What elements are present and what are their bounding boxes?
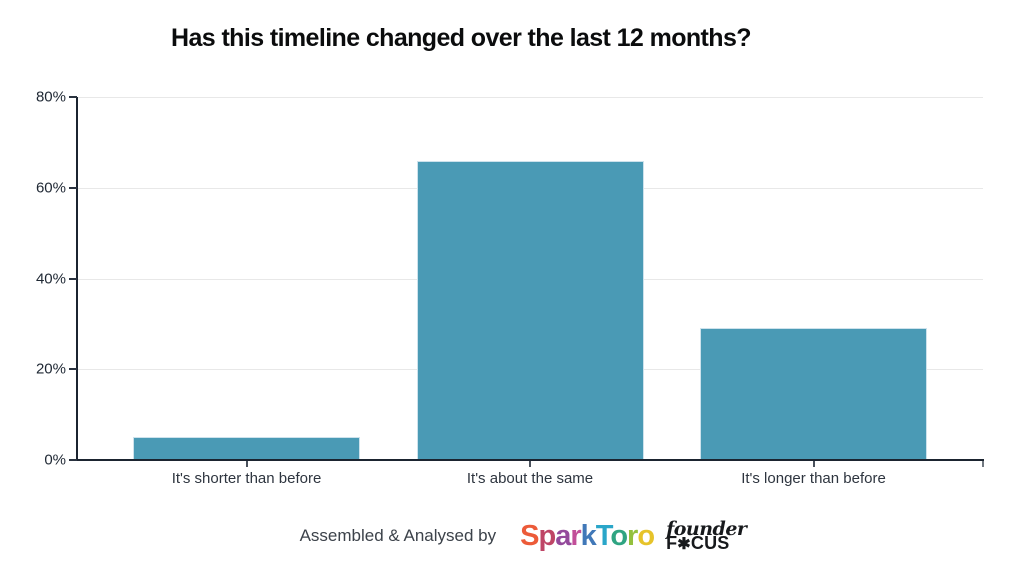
- gear-star-icon: ✱: [677, 535, 691, 553]
- bar: [133, 437, 360, 460]
- x-tick-mark: [812, 461, 815, 467]
- bar-slot: It's shorter than before: [133, 97, 360, 487]
- gridline: [77, 97, 983, 98]
- founderfocus-logo: founder F✱CUS: [666, 517, 747, 553]
- y-axis-line: [76, 97, 78, 460]
- x-tick-mark: [245, 461, 248, 467]
- founderfocus-focus-text: F✱CUS: [666, 534, 746, 553]
- bar-slot: It's about the same: [416, 97, 644, 487]
- y-tick-mark: [69, 277, 77, 280]
- bars-row: It's shorter than before It's about the s…: [77, 97, 983, 487]
- y-axis-tick-label: 80%: [35, 88, 66, 106]
- focus-letters-cus: CUS: [690, 532, 730, 553]
- y-axis-tick-label: 0%: [44, 451, 66, 469]
- x-axis-line: [76, 459, 984, 461]
- x-axis-end-tick: [982, 461, 984, 467]
- x-axis-category-label: It's longer than before: [741, 470, 886, 487]
- plot-area: It's shorter than before It's about the s…: [36, 89, 984, 487]
- x-tick-mark: [529, 461, 531, 467]
- x-axis-category-label: It's about the same: [466, 470, 594, 487]
- sparktoro-logo: SparkToro: [520, 519, 655, 553]
- bar: [700, 328, 927, 460]
- bar: [416, 160, 644, 460]
- sparktoro-letter: o: [637, 519, 655, 552]
- y-axis-tick-label: 20%: [35, 360, 66, 378]
- y-axis-tick-label: 60%: [35, 179, 66, 197]
- y-tick-mark: [69, 186, 77, 189]
- sparktoro-letter: S: [520, 519, 539, 552]
- y-tick-mark: [69, 368, 77, 371]
- y-tick-mark: [69, 96, 77, 98]
- footer-credit: Assembled & Analysed by SparkToro founde…: [0, 512, 1024, 560]
- sparktoro-letter: a: [555, 519, 571, 552]
- chart-title: Has this timeline changed over the last …: [171, 24, 751, 52]
- focus-letter-f: F: [666, 532, 678, 553]
- founderfocus-script-text: founder: [666, 517, 747, 540]
- y-tick-mark: [69, 459, 77, 461]
- sparktoro-letter: o: [610, 519, 628, 552]
- y-axis-tick-label: 40%: [35, 270, 66, 287]
- sparktoro-letter: r: [627, 519, 638, 552]
- x-axis-category-label: It's shorter than before: [171, 470, 322, 487]
- credit-text: Assembled & Analysed by: [299, 526, 497, 545]
- sparktoro-letter: r: [570, 519, 581, 552]
- sparktoro-letter: T: [595, 519, 612, 552]
- bar-slot: It's longer than before: [700, 97, 927, 487]
- sparktoro-letter: k: [580, 519, 597, 552]
- sparktoro-letter: p: [538, 519, 556, 552]
